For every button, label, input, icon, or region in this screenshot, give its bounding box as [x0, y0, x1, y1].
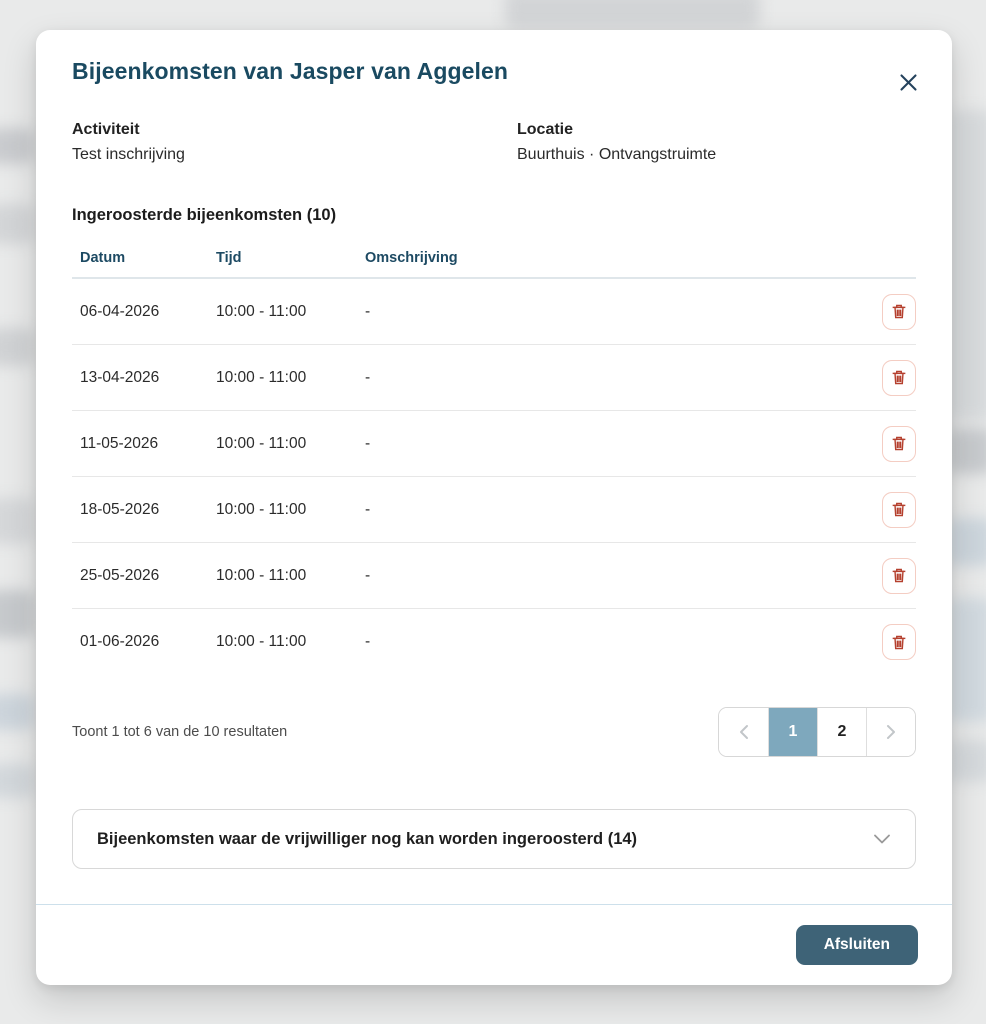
row-description: - [365, 368, 371, 386]
row-time: 10:00 - 11:00 [216, 368, 307, 386]
row-description: - [365, 566, 371, 584]
results-bar: Toont 1 tot 6 van de 10 resultaten 1 2 [72, 707, 916, 757]
trash-icon [892, 635, 906, 649]
activity-field: Activiteit Test inschrijving [72, 121, 517, 164]
pagination-page-2[interactable]: 2 [817, 708, 866, 756]
pagination-page-1[interactable]: 1 [768, 708, 817, 756]
chevron-left-icon [739, 725, 748, 739]
table-header-row: Datum Tijd Omschrijving [72, 239, 916, 279]
blurred-background-shape [0, 204, 34, 244]
row-time: 10:00 - 11:00 [216, 434, 307, 452]
row-time: 10:00 - 11:00 [216, 633, 307, 650]
table-body: 06-04-2026 10:00 - 11:00 - 13-04-2026 10… [72, 279, 916, 675]
delete-meeting-button[interactable] [882, 293, 916, 330]
accordion-label: Bijeenkomsten waar de vrijwilliger nog k… [97, 829, 638, 848]
delete-meeting-button[interactable] [882, 425, 916, 462]
delete-meeting-button[interactable] [882, 624, 916, 660]
trash-icon [892, 436, 906, 451]
pagination-next-button[interactable] [866, 708, 915, 756]
row-actions [876, 557, 916, 594]
blurred-background-shape [0, 694, 34, 730]
blurred-background-shape [0, 498, 34, 544]
row-time: 10:00 - 11:00 [216, 302, 307, 320]
delete-meeting-button[interactable] [882, 557, 916, 594]
table-row: 11-05-2026 10:00 - 11:00 - [72, 411, 916, 477]
row-date: 25-05-2026 [80, 566, 160, 584]
location-value: Buurthuis · Ontvangstruimte [517, 146, 717, 163]
accordion-available-meetings[interactable]: Bijeenkomsten waar de vrijwilliger nog k… [72, 809, 916, 869]
row-description: - [365, 302, 371, 320]
blurred-background-shape [0, 328, 34, 366]
blurred-background-shape [0, 128, 34, 164]
column-header-tijd: Tijd [216, 250, 242, 266]
afsluiten-button[interactable]: Afsluiten [795, 925, 918, 965]
modal-title: Bijeenkomsten van Jasper van Aggelen [72, 58, 509, 84]
chevron-right-icon [887, 725, 895, 739]
row-date: 18-05-2026 [80, 500, 160, 518]
delete-meeting-button[interactable] [882, 359, 916, 396]
blurred-background-shape [948, 518, 986, 566]
results-count-text: Toont 1 tot 6 van de 10 resultaten [72, 724, 288, 740]
modal-footer: Afsluiten [36, 904, 952, 985]
blurred-background-shape [948, 598, 986, 722]
column-header-datum: Datum [80, 250, 126, 266]
row-actions [876, 425, 916, 462]
row-actions [876, 293, 916, 330]
trash-icon [892, 568, 906, 583]
row-date: 11-05-2026 [80, 434, 159, 452]
row-date: 01-06-2026 [80, 633, 160, 650]
row-actions [876, 624, 916, 660]
trash-icon [892, 304, 906, 319]
location-field: Locatie Buurthuis · Ontvangstruimte [517, 121, 916, 164]
delete-meeting-button[interactable] [882, 491, 916, 528]
row-time: 10:00 - 11:00 [216, 566, 307, 584]
blurred-background-shape [0, 590, 34, 638]
column-header-omschrijving: Omschrijving [365, 250, 458, 266]
table-row: 25-05-2026 10:00 - 11:00 - [72, 543, 916, 609]
blurred-background-shape [948, 740, 986, 782]
pagination: 1 2 [718, 707, 916, 757]
pagination-prev-button[interactable] [719, 708, 768, 756]
row-date: 06-04-2026 [80, 302, 160, 320]
table-row: 06-04-2026 10:00 - 11:00 - [72, 279, 916, 345]
table-row: 01-06-2026 10:00 - 11:00 - [72, 609, 916, 675]
row-time: 10:00 - 11:00 [216, 500, 307, 518]
table-row: 13-04-2026 10:00 - 11:00 - [72, 345, 916, 411]
row-description: - [365, 434, 371, 452]
row-date: 13-04-2026 [80, 368, 160, 386]
chevron-down-icon [874, 834, 890, 844]
blurred-background-shape [948, 110, 986, 420]
row-actions [876, 359, 916, 396]
meeting-info-fields: Activiteit Test inschrijving Locatie Buu… [72, 121, 916, 164]
activity-label: Activiteit [72, 121, 140, 138]
table-row: 18-05-2026 10:00 - 11:00 - [72, 477, 916, 543]
trash-icon [892, 502, 906, 517]
blurred-background-shape [505, 0, 760, 28]
close-icon [899, 73, 917, 91]
blurred-background-shape [948, 428, 986, 474]
row-description: - [365, 633, 371, 650]
row-description: - [365, 500, 371, 518]
scheduled-meetings-heading: Ingeroosterde bijeenkomsten (10) [72, 206, 337, 224]
trash-icon [892, 370, 906, 385]
row-actions [876, 491, 916, 528]
blurred-background-shape [0, 764, 34, 798]
meetings-modal: Bijeenkomsten van Jasper van Aggelen Act… [36, 30, 952, 985]
activity-value: Test inschrijving [72, 146, 185, 163]
meetings-table: Datum Tijd Omschrijving 06-04-2026 10:00… [72, 239, 916, 675]
close-button[interactable] [892, 66, 924, 98]
location-label: Locatie [517, 121, 574, 138]
